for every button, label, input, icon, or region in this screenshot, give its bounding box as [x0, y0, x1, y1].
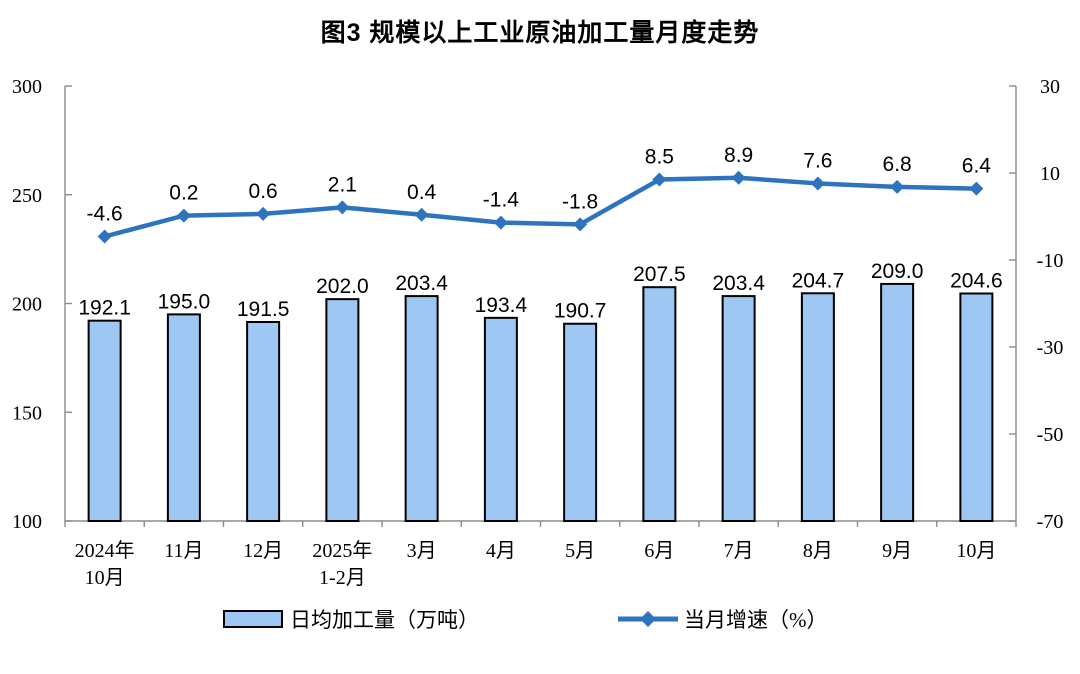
y-axis-right-tick-label: 30 [1040, 76, 1060, 98]
x-axis-label: 10月 [956, 540, 996, 562]
y-axis-right-tick-label: 10 [1040, 163, 1060, 185]
bar [800, 292, 835, 522]
bar-value-label: 204.7 [792, 269, 845, 292]
bar-value-label: 209.0 [871, 260, 924, 283]
bar-value-label: 202.0 [316, 275, 369, 298]
line-value-label: 7.6 [803, 149, 832, 172]
bar-value-label: 190.7 [554, 300, 607, 323]
bar [483, 316, 518, 523]
y-axis-right-tick-label: -50 [1037, 424, 1064, 446]
line-value-label: 0.2 [169, 182, 198, 205]
y-axis-left-tick-label: 250 [12, 185, 42, 207]
line-marker-icon [810, 176, 825, 191]
y-axis-right-tick-label: -10 [1037, 250, 1064, 272]
bar [404, 295, 439, 523]
bar-series-swatch-icon [223, 610, 283, 628]
line-value-label: 6.4 [962, 155, 992, 178]
legend-item-bar-series: 日均加工量（万吨） [223, 600, 479, 638]
line-marker-icon [97, 229, 112, 244]
y-axis-right-tick-label: -30 [1037, 337, 1064, 359]
legend-line-label: 当月增速（%） [684, 608, 828, 632]
bar [721, 295, 756, 523]
bar [959, 292, 994, 522]
line-marker-icon [969, 181, 984, 196]
bar [880, 282, 915, 522]
x-axis-label: 12月 [243, 540, 283, 562]
line-value-label: -1.8 [562, 190, 598, 213]
bar [642, 286, 677, 522]
line-marker-icon [890, 179, 905, 194]
x-axis-label: 2025年 1-2月 [312, 539, 372, 589]
bar-value-label: 192.1 [78, 297, 131, 320]
bar [563, 322, 598, 523]
bar-value-label: 195.0 [158, 290, 211, 313]
line-marker-icon [652, 172, 667, 187]
bar-value-label: 203.4 [712, 272, 765, 295]
bar-value-label: 193.4 [475, 294, 528, 317]
line-value-label: 8.9 [724, 144, 753, 167]
bar [87, 319, 122, 522]
line-marker-icon [335, 200, 350, 215]
line-value-label: -4.6 [87, 203, 123, 226]
line-value-label: -1.4 [483, 189, 520, 212]
line-marker-icon [493, 215, 508, 230]
line-series-swatch-icon [618, 611, 678, 627]
line-marker-icon [176, 208, 191, 223]
y-axis-right-tick-label: -70 [1037, 511, 1064, 533]
bar-value-label: 207.5 [633, 263, 686, 286]
y-axis-left-tick-label: 100 [12, 511, 42, 533]
line-marker-icon [256, 206, 271, 221]
x-axis-label: 5月 [565, 540, 595, 562]
bar-value-label: 204.6 [950, 269, 1003, 292]
line-value-label: 8.5 [645, 146, 674, 169]
x-axis-label: 2024年 10月 [75, 539, 135, 589]
legend-item-line-series: 当月增速（%） [618, 600, 828, 638]
y-axis-left-tick-label: 200 [12, 294, 42, 316]
line-value-label: 0.4 [407, 181, 437, 204]
line-marker-icon [573, 217, 588, 232]
x-axis-label: 3月 [407, 540, 437, 562]
x-axis-label: 8月 [803, 540, 833, 562]
chart-legend: 日均加工量（万吨） 当月增速（%） [0, 600, 1080, 638]
line-value-label: 6.8 [883, 153, 912, 176]
legend-bar-label: 日均加工量（万吨） [290, 608, 479, 632]
bar [325, 298, 360, 522]
x-axis-label: 11月 [164, 540, 203, 562]
bar-value-label: 203.4 [395, 272, 448, 295]
line-marker-icon [731, 170, 746, 185]
x-axis-label: 9月 [882, 540, 912, 562]
line-value-label: 0.6 [249, 180, 278, 203]
y-axis-left-tick-label: 300 [12, 76, 42, 98]
bar [246, 320, 281, 522]
line-value-label: 2.1 [328, 173, 357, 196]
bar [166, 313, 201, 522]
x-axis-label: 6月 [644, 540, 674, 562]
trend-line [102, 175, 979, 239]
x-axis-label: 4月 [486, 540, 516, 562]
y-axis-left-tick-label: 150 [12, 402, 42, 424]
x-axis-label: 7月 [724, 540, 754, 562]
line-marker-icon [414, 207, 429, 222]
chart-title: 图3 规模以上工业原油加工量月度走势 [320, 19, 760, 47]
bar-value-label: 191.5 [237, 298, 290, 321]
